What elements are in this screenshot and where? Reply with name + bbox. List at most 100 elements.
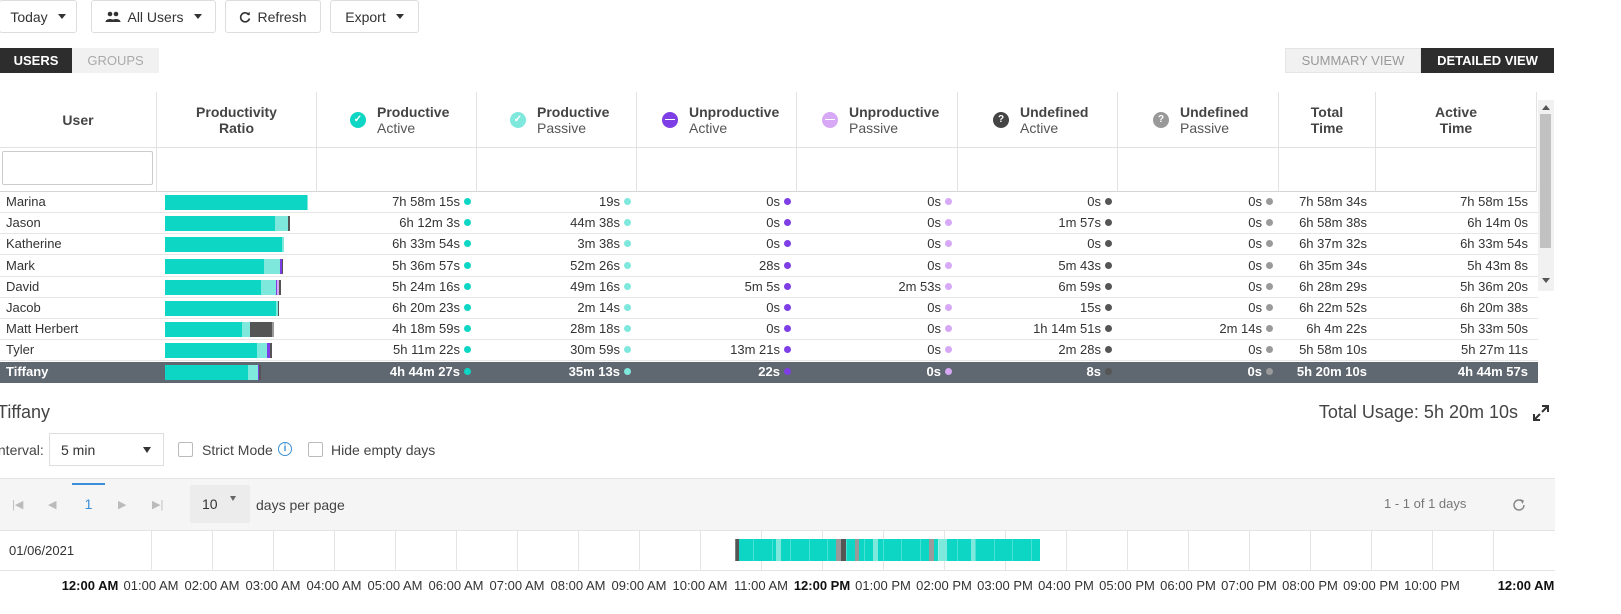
first-page-icon[interactable]: |◀	[12, 499, 24, 511]
activity-block[interactable]	[961, 539, 967, 561]
activity-block[interactable]	[1012, 539, 1018, 561]
column-header-undefined-active[interactable]: ? Undefined Active	[958, 92, 1118, 148]
page-number-active[interactable]: 1	[72, 483, 105, 526]
column-header-undefined-passive[interactable]: ? Undefined Passive	[1118, 92, 1279, 148]
activity-block[interactable]	[905, 539, 911, 561]
activity-block[interactable]	[928, 539, 934, 561]
activity-block[interactable]	[854, 539, 860, 561]
scroll-thumb[interactable]	[1540, 114, 1551, 248]
reload-icon[interactable]	[1511, 497, 1527, 513]
activity-block[interactable]	[1016, 539, 1022, 561]
column-header-productive-passive[interactable]: ✓ Productive Passive	[477, 92, 637, 148]
activity-block[interactable]	[956, 539, 962, 561]
table-row[interactable]: David 5h 24m 16s 49m 16s 5m 5s 2m 53s 6m 59s 0…	[0, 277, 1538, 298]
expand-icon[interactable]	[1532, 404, 1550, 427]
activity-block[interactable]	[998, 539, 1004, 561]
activity-block[interactable]	[1007, 539, 1013, 561]
tab-groups[interactable]: GROUPS	[72, 48, 159, 73]
activity-block[interactable]	[1002, 539, 1008, 561]
activity-block[interactable]	[780, 539, 786, 561]
page-size-select[interactable]: 10	[190, 485, 250, 523]
activity-block[interactable]	[840, 539, 846, 561]
activity-block[interactable]	[831, 539, 837, 561]
activity-block[interactable]	[868, 539, 874, 561]
activity-block[interactable]	[975, 539, 981, 561]
today-dropdown[interactable]: Today	[0, 0, 77, 33]
activity-block[interactable]	[753, 539, 758, 561]
next-page-icon[interactable]: ▶	[118, 499, 127, 511]
activity-block[interactable]	[739, 539, 745, 561]
table-scrollbar[interactable]	[1538, 100, 1554, 291]
activity-block[interactable]	[748, 539, 754, 561]
table-row[interactable]: Jason 6h 12m 3s 44m 38s 0s 0s 1m 57s 0s 6h 58m …	[0, 213, 1538, 235]
column-header-unproductive-active[interactable]: — Unproductive Active	[637, 92, 797, 148]
activity-block[interactable]	[989, 539, 994, 561]
user-filter-input[interactable]	[2, 151, 153, 185]
scroll-up-arrow-icon[interactable]	[1542, 105, 1550, 110]
activity-block[interactable]	[938, 539, 944, 561]
table-row[interactable]: Jacob 6h 20m 23s 2m 14s 0s 0s 15s 0s 6h 22m 52s…	[0, 298, 1538, 319]
last-page-icon[interactable]: ▶|	[152, 499, 164, 511]
activity-block[interactable]	[979, 539, 985, 561]
activity-block[interactable]	[813, 539, 819, 561]
activity-block[interactable]	[993, 539, 999, 561]
export-dropdown[interactable]: Export	[330, 0, 419, 33]
info-icon[interactable]: i	[278, 442, 292, 456]
column-header-productive-active[interactable]: ✓ Productive Active	[317, 92, 477, 148]
activity-block[interactable]	[771, 539, 777, 561]
table-row[interactable]: Mark 5h 36m 57s 52m 26s 28s 0s 5m 43s 0s 6h 35m…	[0, 256, 1538, 277]
strict-mode-checkbox[interactable]	[178, 442, 193, 457]
detailed-view-button[interactable]: DETAILED VIEW	[1421, 48, 1554, 73]
refresh-button[interactable]: Refresh	[225, 0, 321, 33]
activity-block[interactable]	[933, 539, 939, 561]
activity-block[interactable]	[850, 539, 856, 561]
activity-block[interactable]	[891, 539, 897, 561]
activity-block[interactable]	[1035, 539, 1041, 561]
activity-block[interactable]	[859, 539, 865, 561]
table-row[interactable]: Matt Herbert 4h 18m 59s 28m 18s 0s 0s 1h 14m …	[0, 319, 1538, 341]
activity-block[interactable]	[845, 539, 851, 561]
activity-block[interactable]	[924, 539, 930, 561]
activity-block[interactable]	[1026, 539, 1032, 561]
activity-block[interactable]	[910, 539, 916, 561]
activity-block[interactable]	[766, 539, 772, 561]
activity-block[interactable]	[757, 539, 763, 561]
activity-block[interactable]	[1030, 539, 1036, 561]
activity-block[interactable]	[799, 539, 805, 561]
activity-block[interactable]	[822, 539, 828, 561]
activity-block[interactable]	[790, 539, 795, 561]
activity-block[interactable]	[817, 539, 823, 561]
summary-view-button[interactable]: SUMMARY VIEW	[1285, 48, 1421, 73]
activity-block[interactable]	[743, 539, 749, 561]
activity-block[interactable]	[734, 539, 740, 561]
activity-block[interactable]	[947, 539, 953, 561]
column-header-user[interactable]: User	[0, 92, 157, 148]
activity-block[interactable]	[864, 539, 870, 561]
tab-users[interactable]: USERS	[0, 48, 72, 73]
activity-block[interactable]	[794, 539, 800, 561]
table-row[interactable]: Tiffany 4h 44m 27s 35m 13s 22s 0s 8s 0s 5h 20m …	[0, 361, 1538, 383]
column-header-productivity-ratio[interactable]: Productivity Ratio	[157, 92, 317, 148]
interval-select[interactable]: 5 min	[49, 433, 164, 466]
activity-block[interactable]	[877, 539, 883, 561]
activity-block[interactable]	[785, 539, 791, 561]
activity-block[interactable]	[942, 539, 948, 561]
column-header-total-time[interactable]: Total Time	[1279, 92, 1376, 148]
activity-block[interactable]	[896, 539, 902, 561]
activity-block[interactable]	[901, 539, 907, 561]
scroll-down-arrow-icon[interactable]	[1542, 278, 1550, 283]
activity-block[interactable]	[984, 539, 990, 561]
activity-block[interactable]	[836, 539, 842, 561]
activity-block[interactable]	[827, 539, 832, 561]
column-header-unproductive-passive[interactable]: — Unproductive Passive	[797, 92, 958, 148]
column-header-active-time[interactable]: Active Time	[1376, 92, 1537, 148]
activity-block[interactable]	[965, 539, 971, 561]
activity-block[interactable]	[762, 539, 768, 561]
activity-block[interactable]	[970, 539, 976, 561]
previous-page-icon[interactable]: ◀	[48, 499, 57, 511]
activity-block[interactable]	[915, 539, 920, 561]
activity-block[interactable]	[803, 539, 809, 561]
all-users-dropdown[interactable]: All Users	[91, 0, 216, 33]
activity-block[interactable]	[887, 539, 893, 561]
activity-block[interactable]	[808, 539, 814, 561]
